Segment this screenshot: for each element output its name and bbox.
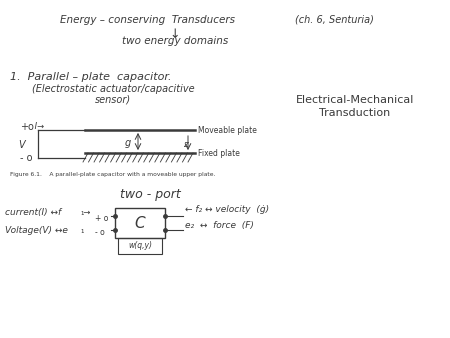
Text: 1.  Parallel – plate  capacitor.: 1. Parallel – plate capacitor. <box>10 72 171 82</box>
Text: g: g <box>125 138 131 148</box>
Text: ↓: ↓ <box>170 28 180 41</box>
Text: e₂  ↔  force  (F): e₂ ↔ force (F) <box>185 221 254 230</box>
Text: - o: - o <box>95 228 105 237</box>
Text: sensor): sensor) <box>95 94 131 104</box>
Text: Moveable plate: Moveable plate <box>198 126 257 135</box>
Bar <box>115 208 165 238</box>
Text: (ch. 6, Senturia): (ch. 6, Senturia) <box>295 15 374 25</box>
Text: (Electrostatic actuator/capacitive: (Electrostatic actuator/capacitive <box>32 84 194 94</box>
Text: z: z <box>183 140 188 149</box>
Text: current(I) ↔f: current(I) ↔f <box>5 208 61 217</box>
Text: Fixed plate: Fixed plate <box>198 149 240 158</box>
Text: V: V <box>18 140 25 150</box>
Text: w(q,y): w(q,y) <box>128 241 152 250</box>
Text: I→: I→ <box>32 122 44 131</box>
Text: Electrical-Mechanical: Electrical-Mechanical <box>296 95 414 105</box>
Text: C: C <box>135 216 145 231</box>
Text: - o: - o <box>20 153 32 163</box>
Text: + o: + o <box>95 214 108 223</box>
Text: ₁: ₁ <box>80 226 83 235</box>
Text: ₁→: ₁→ <box>80 208 90 217</box>
Text: Voltage(V) ↔e: Voltage(V) ↔e <box>5 226 68 235</box>
Text: Energy – conserving  Transducers: Energy – conserving Transducers <box>60 15 235 25</box>
Text: +o: +o <box>20 122 34 132</box>
Bar <box>118 238 162 254</box>
Text: Figure 6.1.    A parallel-plate capacitor with a moveable upper plate.: Figure 6.1. A parallel-plate capacitor w… <box>10 172 216 177</box>
Text: ← f₂ ↔ velocity  (ġ): ← f₂ ↔ velocity (ġ) <box>185 205 269 214</box>
Text: two - port: two - port <box>120 188 180 201</box>
Text: Transduction: Transduction <box>320 108 391 118</box>
Text: two energy domains: two energy domains <box>122 36 228 46</box>
